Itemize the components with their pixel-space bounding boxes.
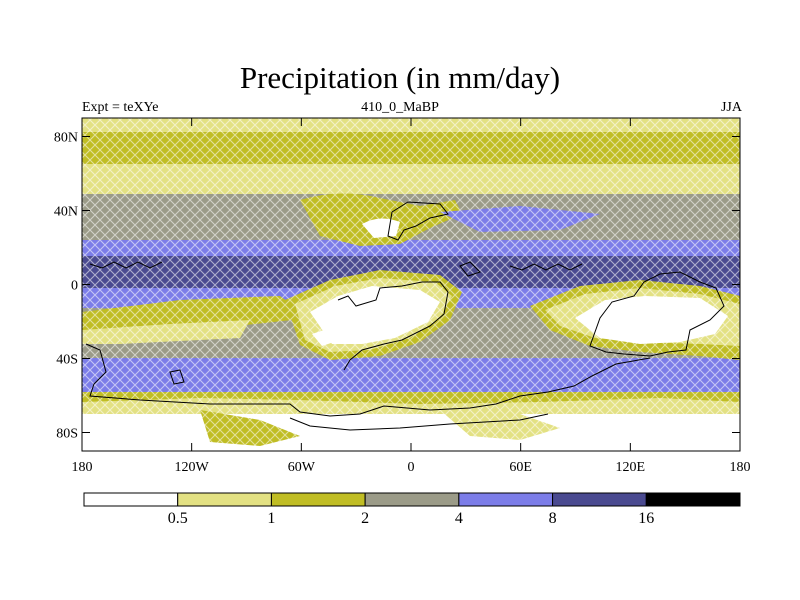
x-axis: 180 120W 60W 0 60E 120E 180 bbox=[72, 118, 751, 475]
coast-north-island bbox=[459, 261, 481, 277]
colorbar-swatch bbox=[83, 492, 179, 507]
coast-gondwana-australia bbox=[589, 271, 725, 357]
x-tick-label: 0 bbox=[408, 460, 415, 475]
period-label: 410_0_MaBP bbox=[361, 100, 439, 115]
colorbar-label: 0.5 bbox=[168, 510, 188, 527]
coast-squiggle-2 bbox=[509, 263, 583, 271]
coastlines bbox=[85, 201, 725, 431]
coast-antarctic bbox=[289, 413, 549, 431]
y-tick-label: 40N bbox=[54, 205, 78, 220]
x-tick-label: 60W bbox=[288, 460, 316, 475]
colorbar-label: 8 bbox=[549, 510, 557, 527]
coast-squiggle-1 bbox=[89, 261, 163, 269]
colorbar-label: 1 bbox=[267, 510, 275, 527]
experiment-label: Expt = teXYe bbox=[82, 100, 159, 115]
colorbar-swatch bbox=[270, 492, 366, 507]
coast-north-continent bbox=[387, 201, 449, 241]
colorbar-swatch bbox=[177, 492, 272, 507]
colorbar-swatch bbox=[364, 492, 460, 507]
colorbar-swatch bbox=[458, 492, 554, 507]
colorbar-swatch bbox=[645, 492, 741, 507]
colorbar-label: 2 bbox=[361, 510, 369, 527]
chart-title: Precipitation (in mm/day) bbox=[239, 60, 561, 95]
colorbar-label: 4 bbox=[455, 510, 463, 527]
colorbar: 0.5 1 2 4 8 16 bbox=[83, 492, 741, 527]
y-tick-label: 0 bbox=[71, 279, 78, 294]
y-axis: 80N 40N 0 40S 80S bbox=[54, 131, 740, 442]
season-label: JJA bbox=[720, 100, 742, 115]
x-tick-label: 60E bbox=[509, 460, 532, 475]
colorbar-swatch bbox=[552, 492, 647, 507]
coast-gondwana-africa bbox=[337, 281, 449, 371]
coast-small-loop bbox=[169, 369, 185, 385]
map-fill-layer bbox=[82, 118, 740, 451]
colorbar-label: 16 bbox=[638, 510, 654, 527]
coast-south-wide bbox=[85, 343, 651, 417]
x-tick-label: 180 bbox=[72, 460, 93, 475]
x-tick-label: 180 bbox=[730, 460, 751, 475]
y-tick-label: 80N bbox=[54, 131, 78, 146]
y-tick-label: 80S bbox=[56, 427, 78, 442]
y-tick-label: 40S bbox=[56, 353, 78, 368]
x-tick-label: 120E bbox=[616, 460, 646, 475]
x-tick-label: 120W bbox=[175, 460, 210, 475]
